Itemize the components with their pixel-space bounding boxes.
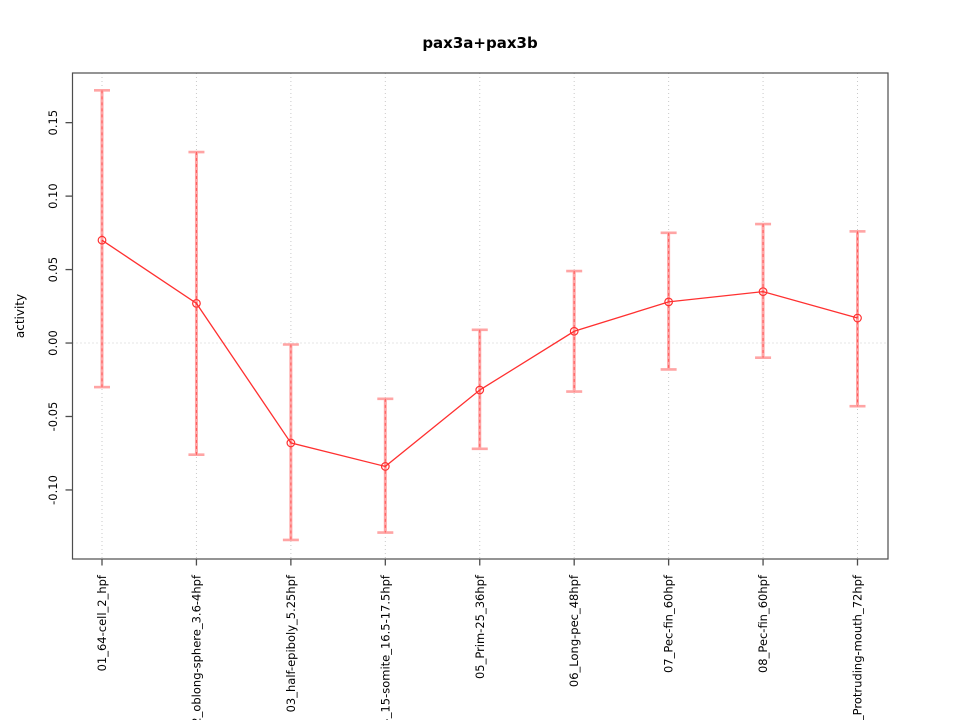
x-tick-label: 06_Long-pec_48hpf — [567, 574, 581, 687]
y-tick-label: 0.00 — [46, 330, 60, 356]
x-tick-label: 04_15-somite_16.5-17.5hpf — [378, 574, 392, 720]
data-point — [286, 438, 296, 448]
y-tick-label: 0.15 — [46, 110, 60, 136]
data-point — [475, 385, 485, 395]
data-point — [380, 462, 390, 471]
x-tick-label: 03_half-epiboly_5.25hpf — [284, 574, 298, 712]
x-tick-label: 02_oblong-sphere_3.6-4hpf — [189, 574, 203, 720]
data-point — [853, 313, 862, 323]
x-tick-label: 01_64-cell_2_hpf — [95, 574, 109, 671]
series-line — [101, 239, 858, 468]
y-tick-label: 0.10 — [46, 183, 60, 209]
x-tick-label: 08_Pec-fin_60hpf — [756, 574, 770, 673]
y-tick-label: 0.05 — [46, 257, 60, 283]
x-tick-label: 07_Pec-fin_60hpf — [662, 574, 676, 673]
data-point — [97, 235, 107, 245]
data-point — [192, 298, 201, 308]
x-tick-label: 05_Prim-25_36hpf — [473, 574, 487, 679]
x-tick-label: 09_Protruding-mouth_72hpf — [851, 574, 865, 720]
data-point — [758, 287, 768, 297]
y-tick-label: -0.10 — [46, 475, 60, 505]
data-point — [664, 297, 674, 307]
y-tick-label: -0.05 — [46, 402, 60, 432]
y-axis-label: activity — [13, 293, 27, 339]
chart-title: pax3a+pax3b — [422, 34, 538, 52]
data-point — [569, 326, 579, 336]
